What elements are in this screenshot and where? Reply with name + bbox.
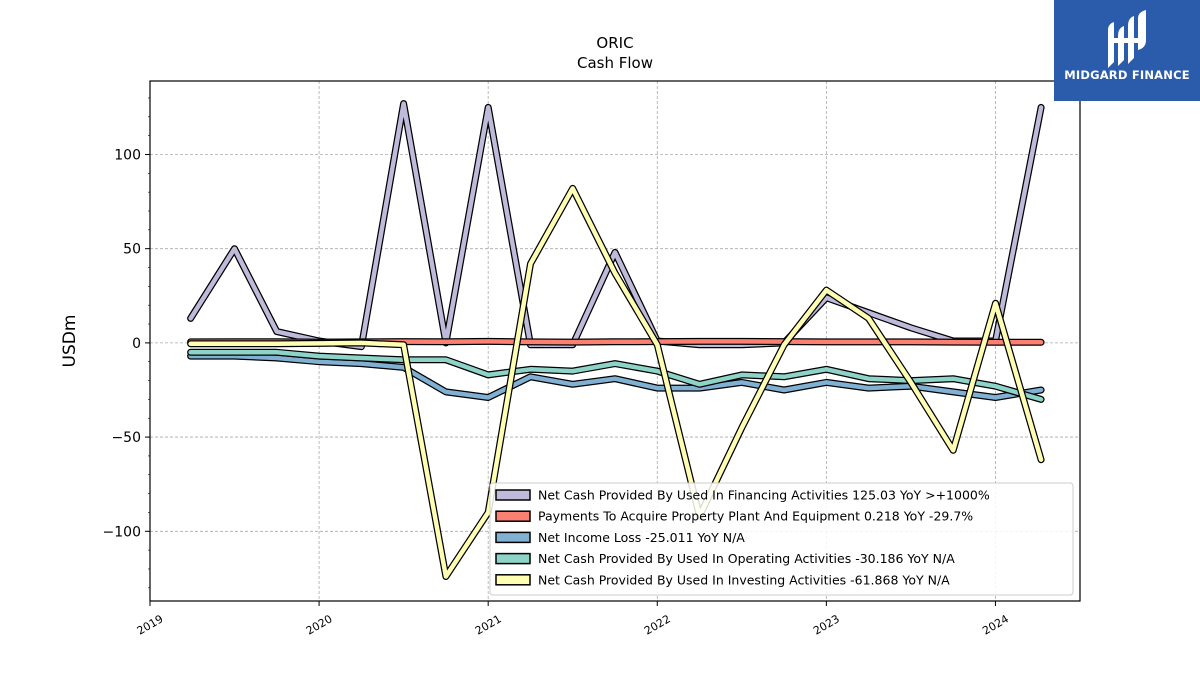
y-axis-label: USDm bbox=[60, 315, 80, 368]
legend-label: Net Income Loss -25.011 YoY N/A bbox=[538, 530, 745, 545]
legend-box bbox=[489, 482, 1074, 596]
series-line bbox=[187, 184, 1045, 580]
x-tick-label: 2023 bbox=[811, 612, 842, 637]
plot-frame bbox=[149, 80, 1081, 602]
chart-subtitle: Cash Flow bbox=[577, 54, 653, 72]
legend-swatch bbox=[495, 574, 531, 586]
legend-swatch bbox=[495, 552, 531, 565]
series-line bbox=[187, 348, 1045, 403]
series-stroke bbox=[188, 186, 1044, 579]
series-line bbox=[187, 100, 1045, 351]
midgard-finance-logo: MIDGARD FINANCE bbox=[1054, 0, 1200, 101]
y-axis: 100 50 0 −50 −100 bbox=[103, 97, 150, 589]
legend-item: Net Cash Provided By Used In Operating A… bbox=[495, 551, 955, 566]
chart-title: ORIC bbox=[596, 34, 633, 52]
y-tick-label: 0 bbox=[132, 336, 141, 352]
legend-item: Net Cash Provided By Used In Financing A… bbox=[495, 488, 990, 503]
y-tick-label: 50 bbox=[123, 242, 141, 258]
x-tick-label: 2019 bbox=[135, 612, 166, 637]
series-line bbox=[187, 352, 1045, 401]
legend-swatch bbox=[495, 531, 531, 544]
legend-item: Payments To Acquire Property Plant And E… bbox=[495, 509, 973, 524]
series-stroke bbox=[188, 353, 1044, 400]
x-tick-label: 2024 bbox=[980, 612, 1011, 637]
legend: Net Cash Provided By Used In Financing A… bbox=[489, 482, 1074, 596]
logo-wordmark: MIDGARD FINANCE bbox=[1064, 68, 1190, 82]
legend-label: Net Cash Provided By Used In Investing A… bbox=[538, 572, 950, 587]
legend-swatch bbox=[495, 489, 531, 501]
logo-mark-icon bbox=[1108, 10, 1146, 68]
x-tick-label: 2020 bbox=[304, 612, 335, 637]
legend-item: Net Cash Provided By Used In Investing A… bbox=[495, 572, 950, 587]
x-tick-label: 2022 bbox=[642, 612, 673, 637]
legend-label: Payments To Acquire Property Plant And E… bbox=[538, 509, 973, 524]
legend-label: Net Cash Provided By Used In Operating A… bbox=[538, 551, 955, 566]
legend-item: Net Income Loss -25.011 YoY N/A bbox=[495, 530, 745, 545]
y-tick-label: 100 bbox=[114, 147, 141, 163]
y-tick-label: −50 bbox=[111, 430, 141, 446]
series-layer bbox=[187, 100, 1045, 580]
series-stroke bbox=[188, 101, 1044, 349]
series-stroke bbox=[188, 350, 1044, 402]
legend-label: Net Cash Provided By Used In Financing A… bbox=[538, 488, 990, 503]
x-axis: 2019 2020 2021 2022 2023 2024 bbox=[135, 601, 1011, 638]
series-outline bbox=[187, 100, 1045, 351]
x-tick-label: 2021 bbox=[473, 612, 504, 637]
y-tick-label: −100 bbox=[103, 524, 141, 540]
legend-swatch bbox=[495, 510, 531, 522]
